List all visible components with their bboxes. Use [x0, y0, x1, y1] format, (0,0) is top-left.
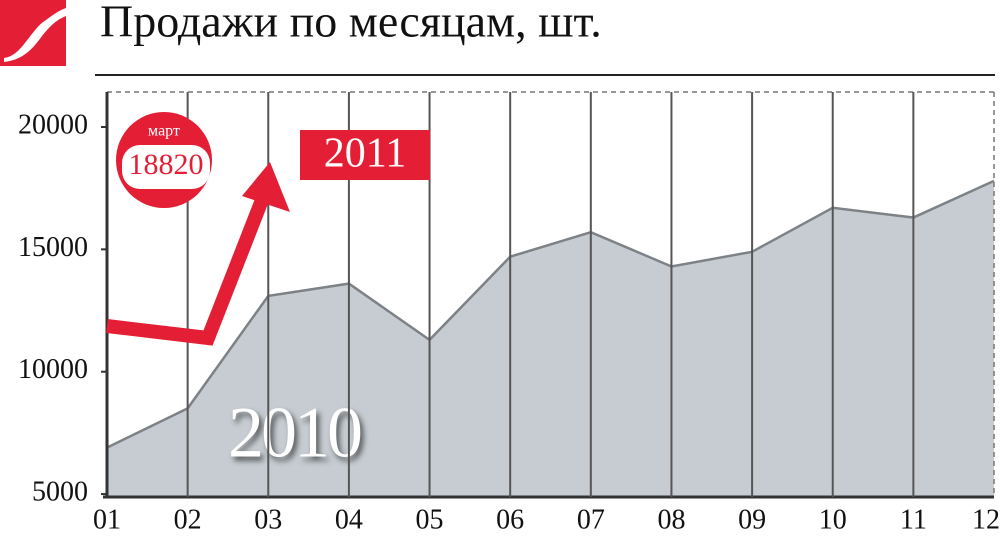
x-tick-label: 09: [738, 504, 766, 535]
x-tick-label: 03: [254, 504, 282, 535]
callout-inner: [122, 145, 210, 189]
x-tick-label: 08: [657, 504, 685, 535]
x-tick-label: 07: [577, 504, 605, 535]
y-tick-label: 10000: [18, 354, 88, 385]
arrow-head: [242, 162, 290, 212]
annotation-box: [300, 130, 430, 180]
y-tick-label: 5000: [32, 476, 88, 507]
x-tick-label: 05: [416, 504, 444, 535]
logo: [0, 0, 66, 66]
plot: 2010 01 02 03 04 05 06 07 08 09 10 11 12 5000 10000 150…: [18, 91, 1000, 535]
area-line: [106, 179, 995, 449]
chart-title: Продажи по месяцам, шт.: [100, 0, 602, 47]
y-tick-label: 20000: [18, 109, 88, 140]
callout-label: март: [148, 123, 180, 140]
logo-swoosh: [4, 8, 66, 62]
x-tick-label: 11: [900, 504, 927, 535]
x-tick-label: 01: [93, 504, 121, 535]
x-tick-label: 02: [174, 504, 202, 535]
x-tick-label: 12: [972, 504, 1000, 535]
series-label: 2010: [228, 393, 361, 473]
y-tick-label: 15000: [18, 232, 88, 263]
area-fill: [107, 180, 994, 497]
x-tick-label: 06: [496, 504, 524, 535]
trend-arrow: [106, 197, 269, 346]
annotation: 2011: [324, 131, 406, 177]
x-tick-label: 10: [819, 504, 847, 535]
callout-value: 18820: [129, 148, 204, 181]
x-tick-label: 04: [335, 504, 363, 535]
